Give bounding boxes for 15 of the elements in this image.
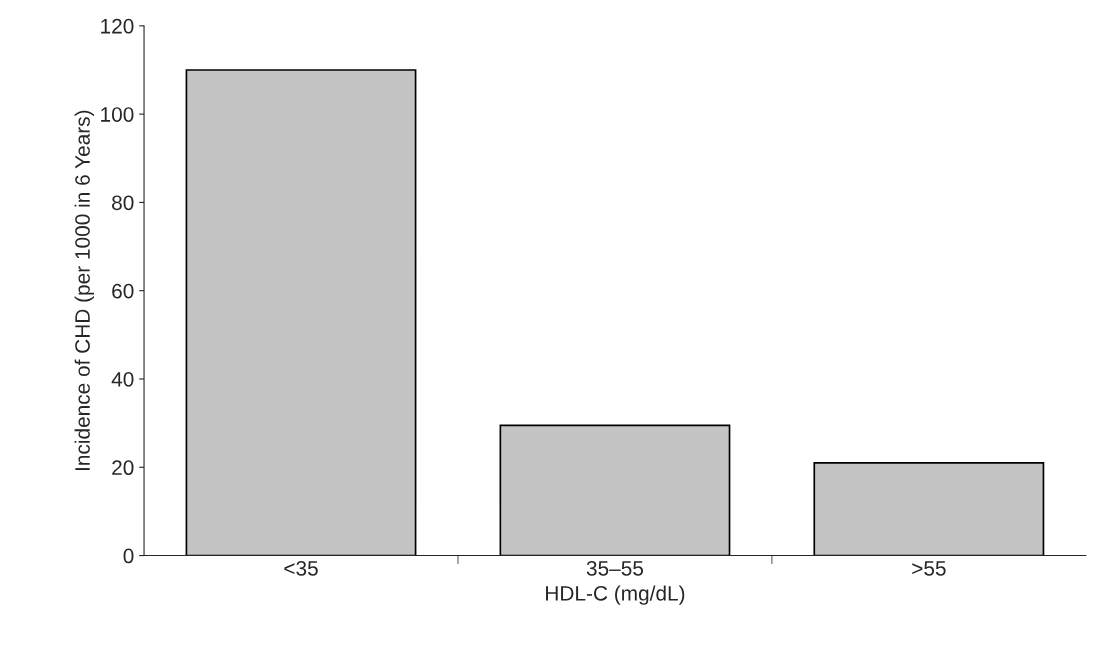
- y-tick-label: 120: [101, 18, 134, 34]
- x-axis-title: HDL-C (mg/dL): [546, 585, 685, 605]
- bar: [185, 69, 417, 556]
- x-tick-label: >55: [912, 561, 946, 576]
- y-tick-label: 20: [112, 460, 134, 476]
- y-tick-label: 40: [111, 371, 134, 387]
- y-tick-label: 60: [112, 283, 134, 299]
- bar: [813, 462, 1045, 556]
- y-tick-label: 100: [101, 107, 134, 122]
- y-tick-label: 80: [112, 195, 134, 211]
- bar: [499, 424, 731, 556]
- y-tick-label: 0: [123, 548, 134, 564]
- y-axis-title: Incidence of CHD (per 1000 in 6 Years): [74, 110, 95, 471]
- x-tick-label: 35–55: [586, 560, 644, 576]
- x-tick-label: <35: [284, 560, 318, 576]
